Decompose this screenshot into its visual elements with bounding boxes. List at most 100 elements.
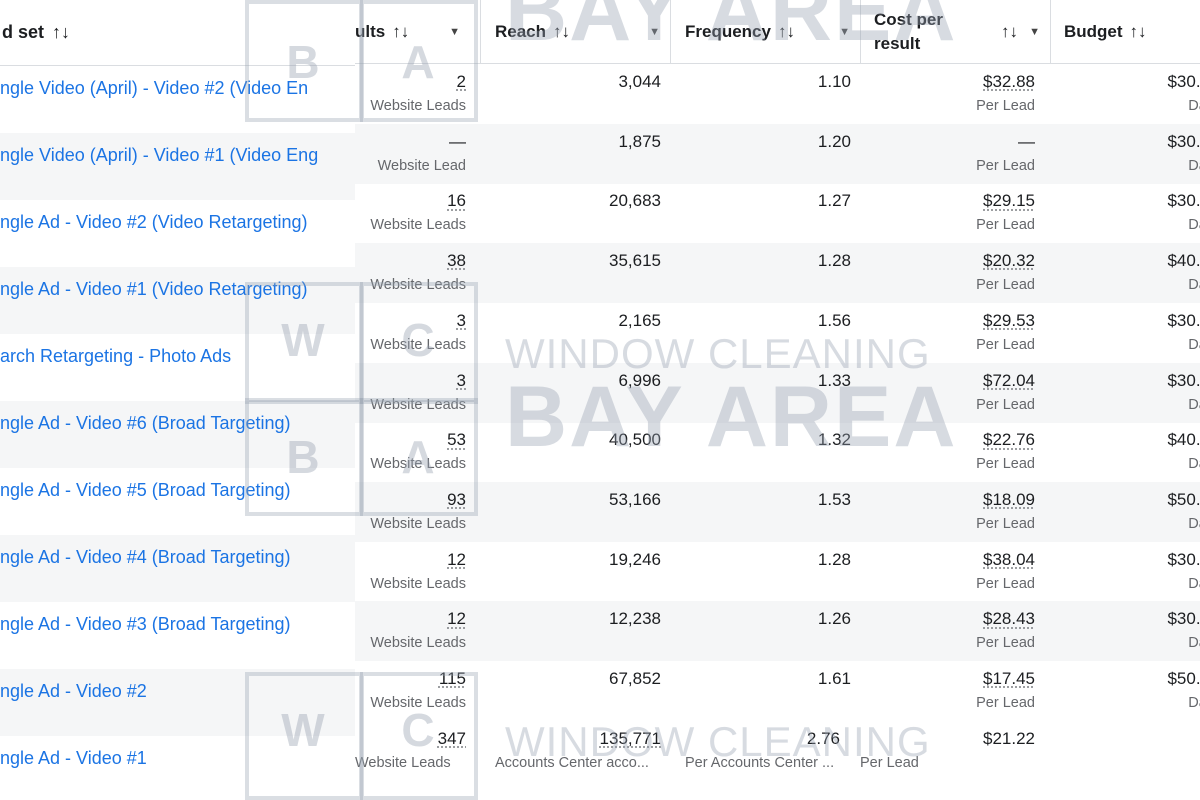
cost-per-result-column-header[interactable]: Cost per result ↑↓ ▼ [860, 0, 1050, 64]
cost-per-result-cell: $18.09 Per Lead [860, 482, 1035, 542]
sort-icon[interactable]: ↑↓ [52, 22, 71, 42]
results-cell: 38 Website Leads [355, 243, 470, 303]
budget-cell-value: $40.0 [1167, 430, 1200, 450]
cost-per-result-cell-value[interactable]: $32.88 [983, 72, 1035, 91]
reach-cell: 1,875 [485, 124, 661, 184]
chevron-down-icon[interactable]: ▼ [649, 26, 660, 38]
budget-cell-subtext: Dai [1188, 396, 1200, 413]
cost-per-result-cell-value[interactable]: $22.76 [983, 430, 1035, 450]
cost-per-result-cell-value[interactable]: $20.32 [983, 251, 1035, 271]
cost-per-result-cell: $32.88 Per Lead [860, 64, 1035, 124]
reach-cell-value: 20,683 [609, 191, 661, 211]
results-cell-value[interactable]: 93 [447, 489, 466, 509]
results-cell-value[interactable]: 16 [447, 191, 466, 211]
budget-column-header[interactable]: Budget ↑↓ [1050, 0, 1200, 64]
chevron-down-icon[interactable]: ▼ [449, 26, 460, 38]
ad-set-name-link[interactable]: arch Retargeting - Photo Ads [0, 346, 232, 366]
ad-set-name-link[interactable]: ngle Video (April) - Video #2 (Video En [0, 78, 309, 98]
ad-set-name-link[interactable]: ngle Ad - Video #1 [0, 748, 147, 768]
ad-set-header-label: d set [2, 22, 45, 42]
cost-per-result-cell-value[interactable]: $29.53 [983, 310, 1035, 330]
reach-cell-value: 1,875 [618, 131, 661, 151]
results-cell-value[interactable]: 53 [447, 430, 466, 450]
results-cell-value[interactable]: 2 [456, 72, 466, 91]
cost-per-result-cell-value[interactable]: $18.09 [983, 489, 1035, 509]
frequency-cell: 1.61 [675, 661, 851, 721]
table-row: 38 Website Leads 35,615 1.28 $20.32 Per Lead $… [355, 243, 1200, 304]
reach-cell-value: 67,852 [609, 669, 661, 688]
ad-set-name-link[interactable]: ngle Ad - Video #3 (Broad Targeting) [0, 614, 291, 634]
reach-cell: 40,500 [485, 422, 661, 482]
ad-set-name-link[interactable]: ngle Ad - Video #4 (Broad Targeting) [0, 547, 291, 567]
results-column-header[interactable]: ults ↑↓ ▼ [355, 0, 470, 64]
table-row: 53 Website Leads 40,500 1.32 $22.76 Per Lead $… [355, 422, 1200, 482]
chevron-down-icon[interactable]: ▼ [1029, 26, 1040, 38]
sort-icon[interactable]: ↑↓ [553, 22, 571, 41]
budget-cell-value: $30.0 [1167, 609, 1200, 629]
cost-per-result-cell-subtext: Per Lead [976, 336, 1035, 353]
frequency-cell-value: 1.28 [817, 549, 851, 569]
cost-per-result-cell: $28.43 Per Lead [860, 601, 1035, 661]
budget-cell-subtext: Dai [1188, 277, 1200, 294]
cost-per-result-cell: $38.04 Per Lead [860, 542, 1035, 602]
budget-cell: $30.0 Dai [1050, 303, 1200, 363]
results-cell-subtext: Website Lead [377, 157, 466, 174]
total-results-cell-value[interactable]: 347 [437, 728, 466, 748]
ad-set-name-link[interactable]: ngle Ad - Video #2 (Video Retargeting) [0, 212, 308, 232]
cost-per-result-cell: $29.53 Per Lead [860, 303, 1035, 363]
frequency-cell: 1.53 [675, 482, 851, 542]
table-row: 2 Website Leads 3,044 1.10 $32.88 Per Lead $30… [355, 64, 1200, 124]
metrics-grid: ults ↑↓ ▼ Reach ↑↓ ▼ Frequency ↑↓ ▼ Cost… [355, 0, 1200, 800]
ad-set-name-link[interactable]: ngle Ad - Video #6 (Broad Targeting) [0, 413, 291, 433]
grid-header: ults ↑↓ ▼ Reach ↑↓ ▼ Frequency ↑↓ ▼ Cost… [355, 0, 1200, 64]
budget-cell-value: $50.0 [1167, 489, 1200, 509]
reach-cell: 6,996 [485, 363, 661, 423]
ad-set-name-link[interactable]: ngle Video (April) - Video #1 (Video Eng [0, 145, 319, 165]
cost-per-result-cell-subtext: Per Lead [976, 157, 1035, 174]
results-cell-value: — [449, 131, 466, 151]
results-cell-value[interactable]: 12 [447, 549, 466, 569]
results-cell-value[interactable]: 38 [447, 251, 466, 271]
results-cell-value[interactable]: 115 [438, 669, 466, 688]
results-cell-value[interactable]: 3 [456, 310, 466, 330]
ad-set-row: ngle Ad - Video #3 (Broad Targeting) [0, 602, 355, 669]
sort-icon[interactable]: ↑↓ [392, 22, 410, 41]
budget-cell: $40.0 Dai [1050, 422, 1200, 482]
table-row: 93 Website Leads 53,166 1.53 $18.09 Per Lead $… [355, 481, 1200, 542]
frequency-column-header[interactable]: Frequency ↑↓ ▼ [670, 0, 860, 64]
budget-cell-subtext: Dai [1188, 217, 1200, 234]
results-cell: 3 Website Leads [355, 303, 470, 363]
ad-set-name-link[interactable]: ngle Ad - Video #5 (Broad Targeting) [0, 480, 291, 500]
ad-set-row: ngle Ad - Video #5 (Broad Targeting) [0, 468, 355, 535]
cost-per-result-cell-value[interactable]: $28.43 [983, 609, 1035, 629]
cost-per-result-cell-subtext: Per Lead [976, 575, 1035, 592]
budget-cell-subtext: Dai [1188, 515, 1200, 532]
results-cell: 16 Website Leads [355, 183, 470, 243]
frequency-cell: 1.56 [675, 303, 851, 363]
sort-icon[interactable]: ↑↓ [1001, 22, 1018, 41]
cost-per-result-cell: — Per Lead [860, 124, 1035, 184]
results-cell-subtext: Website Leads [370, 515, 466, 532]
cost-per-result-cell-value[interactable]: $38.04 [983, 549, 1035, 569]
total-reach-cell-value[interactable]: 135,771 [599, 728, 661, 748]
sort-icon[interactable]: ↑↓ [777, 22, 795, 41]
cost-per-result-cell-value[interactable]: $29.15 [983, 191, 1035, 211]
ad-set-name-link[interactable]: ngle Ad - Video #2 [0, 681, 147, 701]
reach-cell-value: 19,246 [609, 549, 661, 569]
reach-cell-value: 6,996 [618, 370, 661, 390]
chevron-down-icon[interactable]: ▼ [839, 26, 850, 38]
reach-column-header[interactable]: Reach ↑↓ ▼ [480, 0, 670, 64]
cost-per-result-cell-value[interactable]: $72.04 [983, 370, 1035, 390]
cost-per-result-cell-subtext: Per Lead [976, 695, 1035, 711]
ad-set-row: ngle Video (April) - Video #2 (Video En [0, 66, 355, 133]
ad-set-row: ngle Ad - Video #6 (Broad Targeting) [0, 401, 355, 468]
ad-set-column-header[interactable]: d set ↑↓ [0, 0, 355, 66]
table-row: 12 Website Leads 19,246 1.28 $38.04 Per Lead $… [355, 542, 1200, 602]
results-cell-value[interactable]: 12 [447, 609, 466, 629]
cost-per-result-cell-value[interactable]: $17.45 [983, 669, 1035, 688]
sort-icon[interactable]: ↑↓ [1129, 22, 1147, 41]
results-cell-value[interactable]: 3 [456, 370, 466, 390]
ad-set-name-link[interactable]: ngle Ad - Video #1 (Video Retargeting) [0, 279, 308, 299]
reach-cell: 67,852 [485, 661, 661, 721]
budget-cell-value: $30.0 [1167, 191, 1200, 211]
